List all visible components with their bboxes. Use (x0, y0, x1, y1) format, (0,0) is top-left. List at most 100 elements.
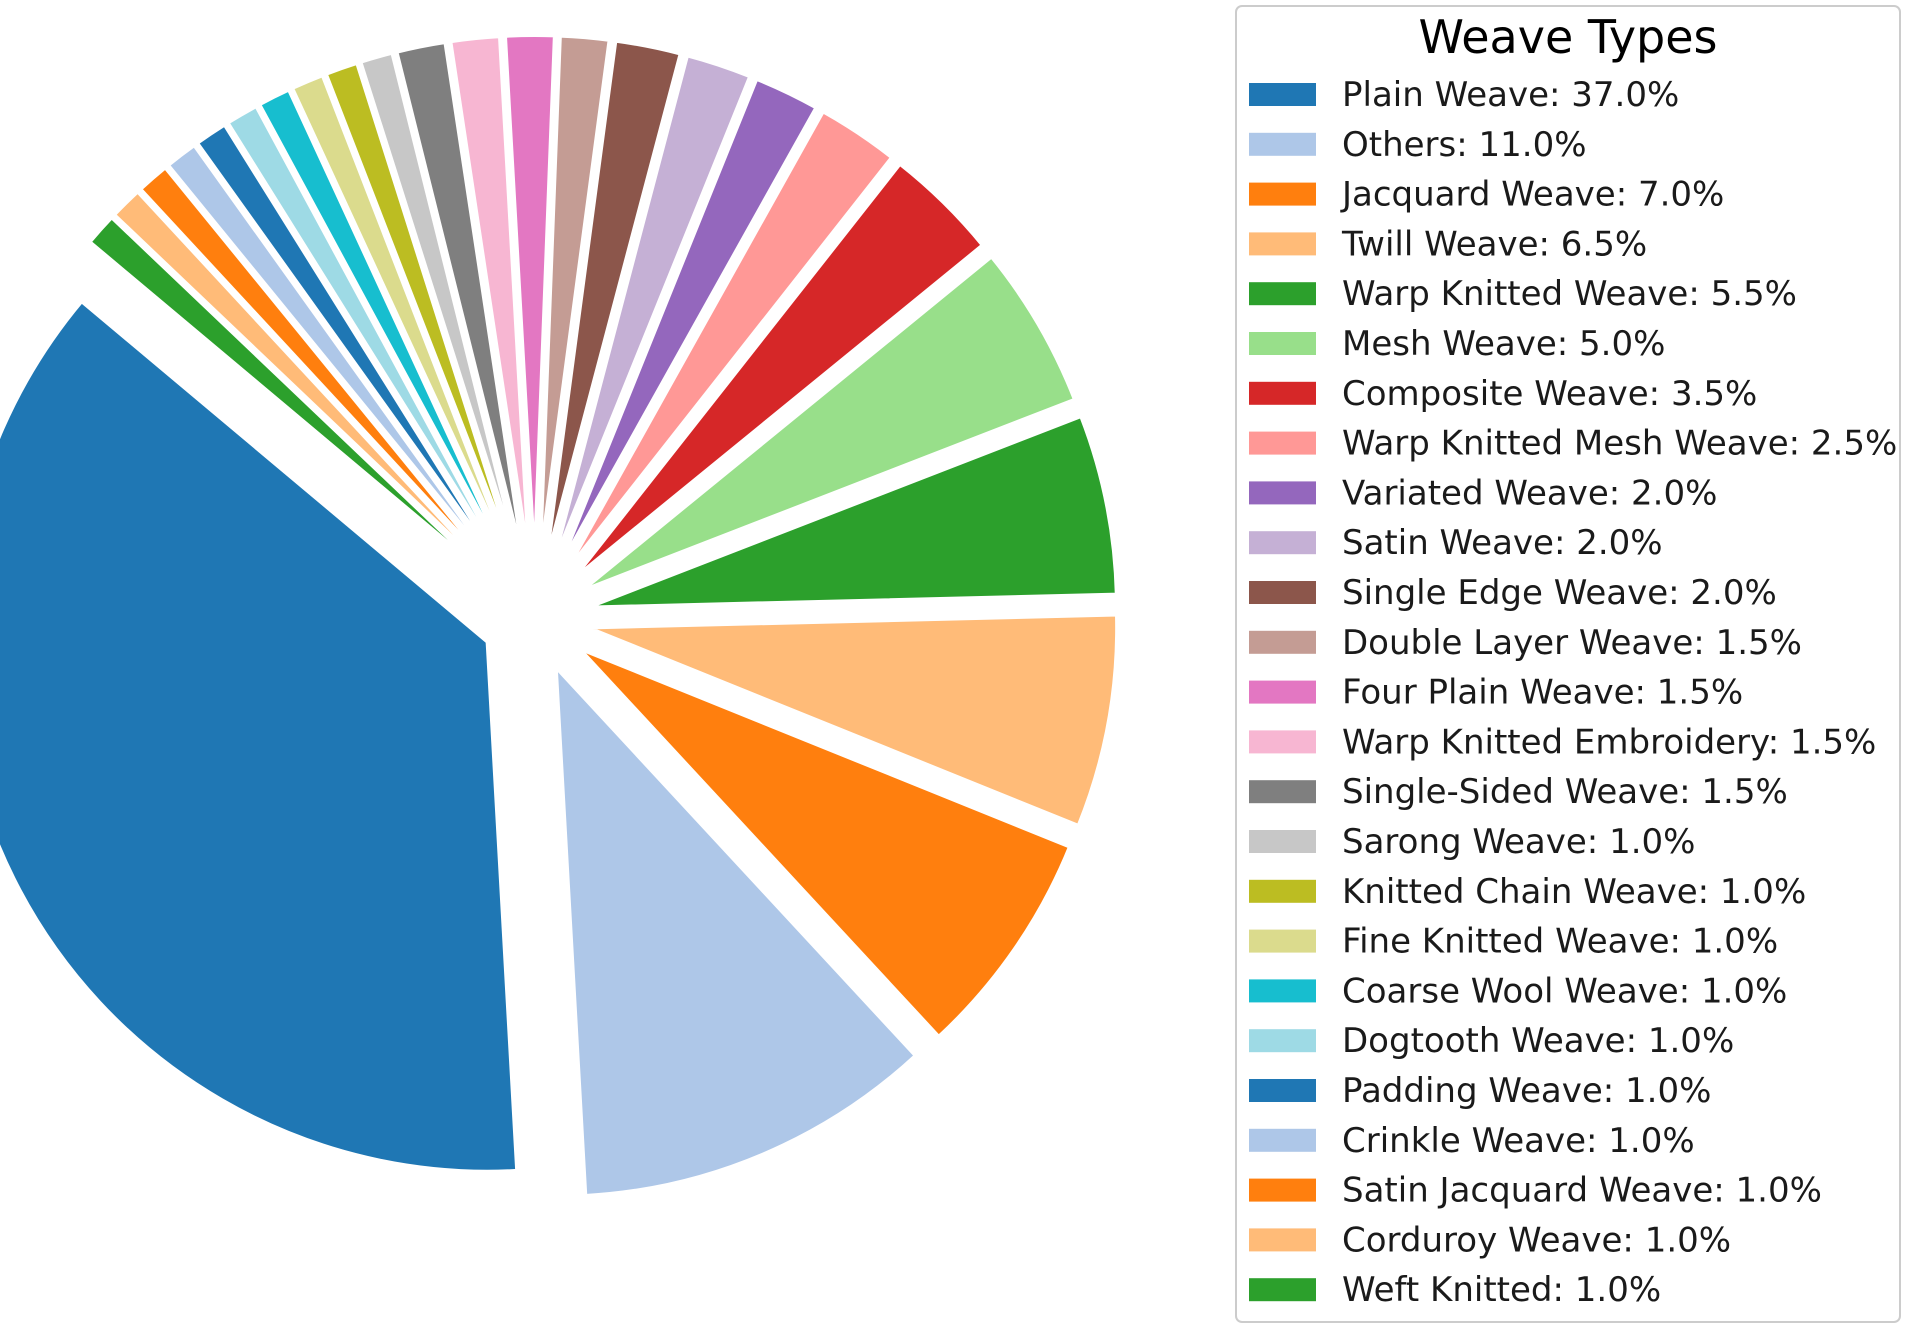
legend-swatch (1249, 730, 1316, 754)
pie-slice-weft-knitted (87, 215, 498, 585)
pie-slice-four-plain-weave (502, 33, 557, 568)
legend-item-satin-jacquard-weave: Satin Jacquard Weave: 1.0% (1249, 1171, 1822, 1211)
legend-swatch (1249, 332, 1316, 355)
legend-item-crinkle-weave: Crinkle Weave: 1.0% (1249, 1121, 1695, 1161)
legend-swatch (1249, 830, 1316, 853)
legend-swatch (1249, 83, 1316, 106)
pie-slice-sarong-weave (358, 50, 523, 570)
legend: Weave Types Plain Weave: 37.0% Others: 11… (1235, 5, 1901, 1323)
pie-slice-variated-weave (555, 76, 819, 573)
legend-label: Warp Knitted Weave: 5.5% (1342, 274, 1797, 314)
legend-item-variated-weave: Variated Weave: 2.0% (1249, 473, 1717, 513)
legend-item-twill-weave: Twill Weave: 6.5% (1249, 224, 1647, 264)
legend-label: Double Layer Weave: 1.5% (1342, 623, 1802, 663)
legend-swatch (1249, 1029, 1316, 1053)
legend-label: Satin Jacquard Weave: 1.0% (1342, 1171, 1822, 1211)
legend-label: Sarong Weave: 1.0% (1342, 822, 1695, 862)
legend-item-sarong-weave: Sarong Weave: 1.0% (1249, 822, 1695, 862)
pie-slices (0, 33, 1120, 1198)
legend-swatch (1249, 581, 1316, 604)
pie-slice-dogtooth-weave (225, 103, 511, 575)
legend-items: Plain Weave: 37.0% Others: 11.0% Jacquard … (1249, 75, 1897, 1310)
legend-frame (1235, 5, 1901, 1323)
pie-slice-twill-weave (585, 612, 1120, 829)
legend-item-knitted-chain-weave: Knitted Chain Weave: 1.0% (1249, 872, 1806, 912)
legend-item-fine-knitted-weave: Fine Knitted Weave: 1.0% (1249, 922, 1778, 962)
legend-label: Composite Weave: 3.5% (1342, 374, 1757, 414)
legend-label: Others: 11.0% (1342, 125, 1587, 165)
pie-slice-satin-jacquard-weave (138, 165, 503, 580)
legend-label: Mesh Weave: 5.0% (1342, 324, 1665, 364)
legend-item-coarse-wool-weave: Coarse Wool Weave: 1.0% (1249, 971, 1787, 1011)
legend-label: Satin Weave: 2.0% (1342, 523, 1663, 563)
legend-swatch (1249, 232, 1316, 256)
legend-swatch (1249, 929, 1316, 953)
legend-label: Corduroy Weave: 1.0% (1342, 1220, 1731, 1260)
legend-swatch (1249, 879, 1316, 903)
legend-item-padding-weave: Padding Weave: 1.0% (1249, 1071, 1711, 1111)
legend-swatch (1249, 481, 1316, 505)
legend-label: Coarse Wool Weave: 1.0% (1342, 971, 1787, 1011)
legend-item-warp-knitted-mesh-weave: Warp Knitted Mesh Weave: 2.5% (1249, 424, 1897, 464)
legend-item-others: Others: 11.0% (1249, 125, 1587, 165)
legend-item-dogtooth-weave: Dogtooth Weave: 1.0% (1249, 1021, 1734, 1061)
pie-slice-warp-knitted-mesh-weave (562, 109, 895, 576)
legend-item-warp-knitted-embroidery: Warp Knitted Embroidery: 1.5% (1249, 722, 1876, 762)
legend-swatch (1249, 182, 1316, 206)
legend-item-single-sided-weave: Single-Sided Weave: 1.5% (1249, 772, 1788, 812)
legend-item-weft-knitted: Weft Knitted: 1.0% (1249, 1270, 1661, 1310)
legend-label: Fine Knitted Weave: 1.0% (1342, 922, 1778, 962)
legend-item-single-edge-weave: Single Edge Weave: 2.0% (1249, 573, 1777, 613)
legend-title: Weave Types (1418, 10, 1717, 64)
pie-slice-single-edge-weave (543, 38, 683, 569)
pie-slice-plain-weave (0, 299, 520, 1174)
legend-label: Jacquard Weave: 7.0% (1340, 175, 1724, 215)
legend-label: Warp Knitted Embroidery: 1.5% (1342, 722, 1876, 762)
pie-slice-single-sided-weave (394, 39, 527, 569)
legend-label: Single Edge Weave: 2.0% (1342, 573, 1777, 613)
pie-slice-coarse-wool-weave (257, 87, 514, 573)
legend-item-warp-knitted-weave: Warp Knitted Weave: 5.5% (1249, 274, 1797, 314)
legend-swatch (1249, 1079, 1316, 1102)
legend-label: Twill Weave: 6.5% (1341, 224, 1647, 264)
legend-item-jacquard-weave: Jacquard Weave: 7.0% (1249, 175, 1724, 215)
legend-item-corduroy-weave: Corduroy Weave: 1.0% (1249, 1220, 1731, 1260)
legend-swatch (1249, 680, 1316, 704)
legend-swatch (1249, 630, 1316, 654)
legend-swatch (1249, 531, 1316, 555)
pie-slice-jacquard-weave (576, 646, 1073, 1039)
legend-label: Crinkle Weave: 1.0% (1342, 1121, 1695, 1161)
legend-item-mesh-weave: Mesh Weave: 5.0% (1249, 324, 1665, 364)
legend-swatch (1249, 132, 1316, 156)
legend-label: Knitted Chain Weave: 1.0% (1342, 872, 1806, 912)
legend-swatch (1249, 780, 1316, 804)
legend-item-composite-weave: Composite Weave: 3.5% (1249, 374, 1757, 414)
legend-swatch (1249, 1228, 1316, 1252)
legend-label: Weft Knitted: 1.0% (1342, 1270, 1661, 1310)
legend-swatch (1249, 381, 1316, 405)
legend-label: Dogtooth Weave: 1.0% (1342, 1021, 1734, 1061)
pie-slice-mesh-weave (578, 254, 1077, 594)
legend-label: Variated Weave: 2.0% (1342, 473, 1717, 513)
legend-label: Warp Knitted Mesh Weave: 2.5% (1342, 424, 1897, 464)
legend-swatch (1249, 979, 1316, 1003)
legend-item-plain-weave: Plain Weave: 37.0% (1249, 75, 1679, 115)
pie-slice-knitted-chain-weave (323, 60, 520, 571)
pie-slice-others (553, 664, 918, 1198)
pie-slice-crinkle-weave (165, 142, 505, 578)
pie-slice-warp-knitted-weave (584, 413, 1119, 610)
legend-swatch (1249, 282, 1316, 306)
pie-slice-warp-knitted-embroidery (448, 34, 532, 568)
pie-slice-fine-knitted-weave (289, 73, 517, 572)
pie-slice-satin-weave (549, 53, 753, 570)
legend-swatch (1249, 1278, 1316, 1302)
legend-label: Plain Weave: 37.0% (1342, 75, 1679, 115)
legend-swatch (1249, 1128, 1316, 1152)
pie-slice-composite-weave (570, 161, 985, 583)
legend-label: Single-Sided Weave: 1.5% (1342, 772, 1788, 812)
legend-item-four-plain-weave: Four Plain Weave: 1.5% (1249, 673, 1743, 713)
legend-label: Padding Weave: 1.0% (1342, 1071, 1711, 1111)
legend-swatch (1249, 431, 1316, 455)
pie-slice-padding-weave (194, 122, 508, 576)
